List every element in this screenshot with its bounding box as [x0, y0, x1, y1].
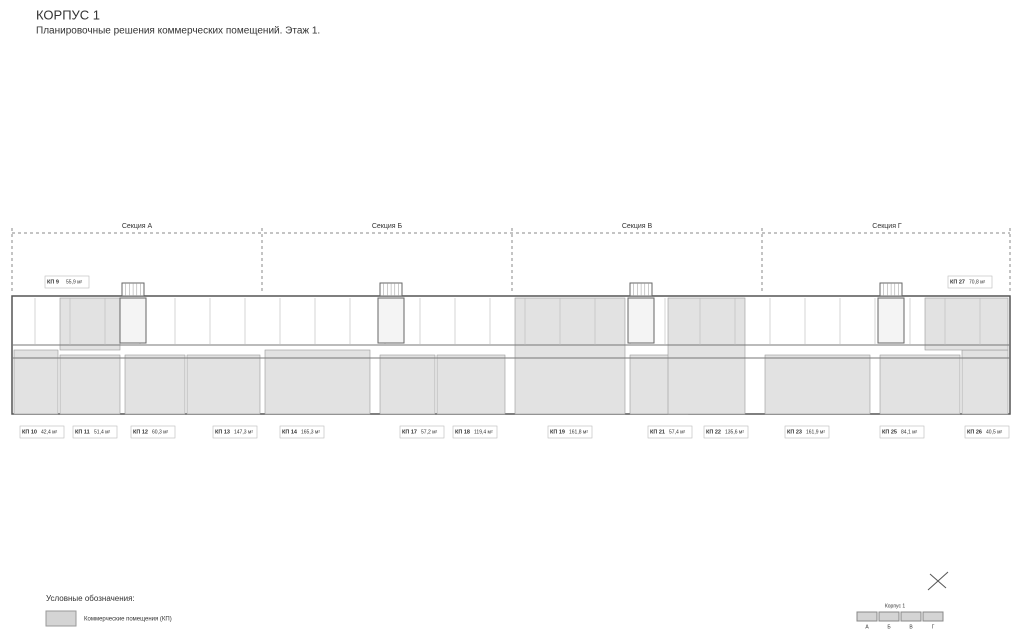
- unit-label: КП 13: [215, 429, 230, 435]
- commercial-area: [379, 354, 436, 415]
- commercial-area: [13, 349, 59, 415]
- unit-area: 135,6 м²: [725, 429, 744, 435]
- unit-label-box: [452, 425, 498, 439]
- commercial-area: [186, 354, 261, 415]
- unit-label: КП 22: [706, 429, 721, 435]
- commercial-area: [924, 297, 1009, 351]
- commercial-area: [59, 297, 121, 351]
- unit-area: 55,9 м²: [66, 279, 83, 285]
- key-plan-letter: Б: [887, 624, 891, 630]
- title: КОРПУС 1: [36, 7, 100, 22]
- section-label: Секция Г: [872, 223, 902, 230]
- unit-area: 51,4 м²: [94, 429, 111, 435]
- unit-label: КП 21: [650, 429, 665, 435]
- unit-label: КП 10: [22, 429, 37, 435]
- unit-label-box: [399, 425, 445, 439]
- unit-area: 161,8 м²: [569, 429, 588, 435]
- stair-core: [377, 297, 405, 344]
- stair-core: [877, 297, 905, 344]
- unit-area: 70,8 м²: [969, 279, 986, 285]
- key-plan-letter: А: [865, 624, 869, 630]
- legend-item: Коммерческие помещения (КП): [84, 617, 172, 623]
- unit-area: 119,4 м²: [474, 429, 493, 435]
- unit-label-box: [279, 425, 325, 439]
- unit-area: 161,9 м²: [806, 429, 825, 435]
- unit-label-box: [647, 425, 693, 439]
- unit-label-box: [879, 425, 925, 439]
- unit-area: 42,4 м²: [41, 429, 58, 435]
- section-label: Секция В: [622, 223, 653, 230]
- unit-label: КП 17: [402, 429, 417, 435]
- commercial-area: [764, 354, 871, 415]
- commercial-area: [436, 354, 506, 415]
- section-label: Секция Б: [372, 223, 403, 230]
- unit-label-box: [703, 425, 749, 439]
- key-plan-block: [900, 611, 922, 622]
- unit-label-box: [947, 275, 993, 289]
- compass: [927, 571, 949, 591]
- commercial-area: [667, 297, 746, 415]
- unit-area: 40,5 м²: [986, 429, 1003, 435]
- unit-label: КП 23: [787, 429, 802, 435]
- unit-label-box: [784, 425, 830, 439]
- unit-area: 60,3 м²: [152, 429, 169, 435]
- unit-label-box: [212, 425, 258, 439]
- unit-label: КП 12: [133, 429, 148, 435]
- key-plan-block: [856, 611, 878, 622]
- subtitle: Планировочные решения коммерческих помещ…: [36, 26, 320, 37]
- section-label: Секция А: [122, 223, 153, 230]
- key-plan-letter: В: [909, 624, 913, 630]
- key-plan-block: [878, 611, 900, 622]
- stair-core: [627, 297, 655, 344]
- unit-area: 57,2 м²: [421, 429, 438, 435]
- commercial-area: [514, 297, 626, 415]
- key-plan-title: Корпус 1: [885, 603, 906, 609]
- legend-swatch: [45, 610, 77, 627]
- unit-label: КП 11: [75, 429, 90, 435]
- key-plan-letter: Г: [932, 624, 935, 630]
- unit-area: 57,4 м²: [669, 429, 686, 435]
- unit-label: КП 26: [967, 429, 982, 435]
- unit-label-box: [547, 425, 593, 439]
- unit-label: КП 18: [455, 429, 470, 435]
- unit-label-box: [964, 425, 1010, 439]
- unit-label: КП 27: [950, 279, 965, 285]
- key-plan-block: [922, 611, 944, 622]
- unit-label-box: [44, 275, 90, 289]
- unit-label: КП 25: [882, 429, 897, 435]
- unit-label: КП 9: [47, 279, 59, 285]
- commercial-area: [961, 349, 1009, 415]
- stair-core: [119, 297, 147, 344]
- commercial-area: [124, 354, 186, 415]
- unit-area: 147,3 м²: [234, 429, 253, 435]
- unit-area: 84,1 м²: [901, 429, 918, 435]
- unit-area: 165,3 м²: [301, 429, 320, 435]
- unit-label-box: [72, 425, 118, 439]
- commercial-area: [59, 354, 121, 415]
- unit-label: КП 19: [550, 429, 565, 435]
- commercial-area: [879, 354, 961, 415]
- unit-label: КП 14: [282, 429, 298, 435]
- unit-label-box: [19, 425, 65, 439]
- commercial-area: [264, 349, 371, 415]
- legend-title: Условные обозначения:: [46, 594, 135, 603]
- unit-label-box: [130, 425, 176, 439]
